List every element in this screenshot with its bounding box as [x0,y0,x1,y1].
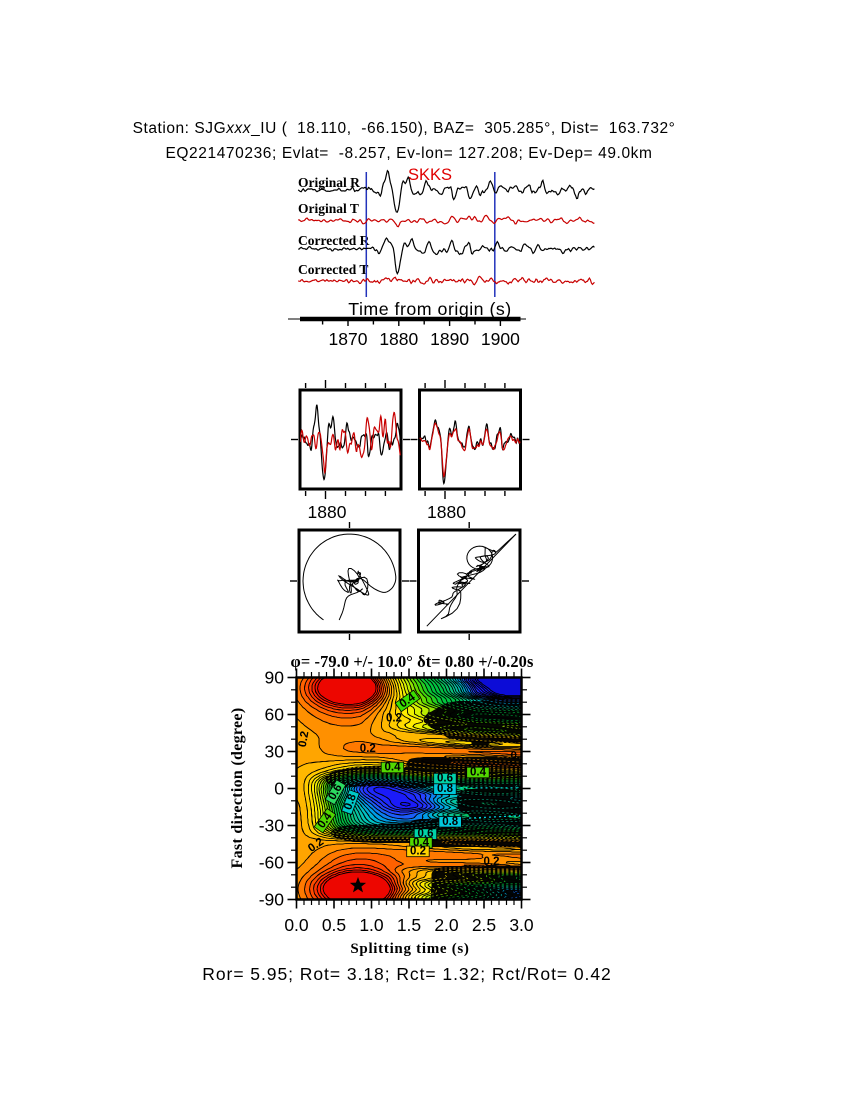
svg-text:1.0: 1.0 [359,915,384,935]
svg-text:Corrected T: Corrected T [298,262,368,277]
svg-text:1880: 1880 [308,502,347,522]
svg-text:0.8: 0.8 [342,792,359,812]
svg-text:0.8: 0.8 [442,816,459,828]
svg-text:-60: -60 [259,853,285,873]
svg-text:Station: SJGxxx_IU ( 18.110,: Station: SJGxxx_IU ( 18.110, -66.150), B… [133,120,676,137]
svg-text:φ= -79.0 +/- 10.0° δt= 0.80 +/: φ= -79.0 +/- 10.0° δt= 0.80 +/-0.20s [291,652,534,671]
svg-text:90: 90 [265,668,285,688]
svg-text:0.0: 0.0 [284,915,309,935]
svg-text:0.6: 0.6 [437,773,453,785]
svg-text:1880: 1880 [379,329,418,349]
svg-text:1900: 1900 [481,329,520,349]
svg-text:1.5: 1.5 [397,915,421,935]
svg-text:2.5: 2.5 [472,915,496,935]
svg-text:EQ221470236; Evlat= -8.257, E: EQ221470236; Evlat= -8.257, Ev-lon= 127.… [165,145,652,162]
svg-text:1870: 1870 [329,329,368,349]
svg-text:Splitting time (s): Splitting time (s) [350,941,469,957]
svg-text:Original T: Original T [298,201,359,216]
svg-text:0.5: 0.5 [322,915,346,935]
svg-text:0.4: 0.4 [470,767,487,779]
svg-text:0.4: 0.4 [385,762,402,774]
svg-text:-90: -90 [259,890,285,910]
svg-text:2.0: 2.0 [434,915,459,935]
svg-text:0.2: 0.2 [386,712,402,724]
svg-text:3.0: 3.0 [509,915,534,935]
svg-text:0: 0 [274,779,284,799]
svg-text:0.8: 0.8 [437,783,454,795]
svg-text:Time from origin (s): Time from origin (s) [348,299,511,319]
svg-text:Original R: Original R [298,175,360,190]
svg-text:1890: 1890 [430,329,469,349]
svg-text:0.2: 0.2 [360,743,376,755]
svg-text:1880: 1880 [427,502,466,522]
svg-text:0.2: 0.2 [511,751,527,763]
svg-text:0.2: 0.2 [484,856,500,868]
svg-text:Fast direction (degree): Fast direction (degree) [229,708,246,869]
svg-text:Corrected R: Corrected R [298,233,370,248]
svg-text:Ror= 5.95; Rot= 3.18; Rct= 1.3: Ror= 5.95; Rot= 3.18; Rct= 1.32; Rct/Rot… [202,964,611,984]
svg-text:60: 60 [265,705,285,725]
svg-text:0.2: 0.2 [410,846,426,858]
svg-text:-30: -30 [259,816,285,836]
svg-text:0.2: 0.2 [297,730,312,748]
svg-text:30: 30 [265,742,285,762]
svg-text:SKKS: SKKS [408,166,452,184]
